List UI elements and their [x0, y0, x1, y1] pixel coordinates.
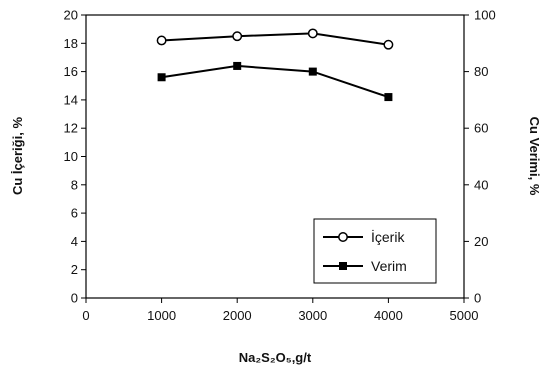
left-y-tick-label: 20 [64, 8, 78, 23]
data-point-1 [308, 67, 317, 76]
data-point-0 [232, 31, 243, 42]
left-y-tick-label: 16 [64, 64, 78, 79]
data-point-0 [307, 28, 318, 39]
x-axis: 0 1000 2000 3000 4000 5000 [82, 298, 478, 323]
right-y-tick-label: 40 [474, 177, 488, 192]
data-point-1 [233, 61, 242, 70]
legend-label-icerik: İçerik [371, 228, 405, 245]
data-point-1 [157, 73, 166, 82]
left-y-tick-label: 18 [64, 36, 78, 51]
left-y-tick-label: 10 [64, 149, 78, 164]
left-y-tick-label: 4 [71, 234, 78, 249]
legend-box [313, 218, 437, 284]
right-y-tick-label: 0 [474, 291, 481, 306]
x-tick-label: 1000 [147, 308, 176, 323]
x-tick-label: 5000 [450, 308, 479, 323]
series-layer [156, 28, 394, 102]
left-y-axis: 0 2 4 6 8 10 12 14 16 18 20 [64, 8, 86, 306]
right-y-tick-label: 80 [474, 64, 488, 79]
x-tick-label: 2000 [223, 308, 252, 323]
left-y-tick-label: 0 [71, 291, 78, 306]
left-y-tick-label: 6 [71, 206, 78, 221]
series-line-0 [161, 32, 389, 46]
legend-label-verim: Verim [371, 258, 407, 274]
left-y-axis-label: Cu İçeriği, % [10, 117, 25, 195]
data-point-0 [383, 39, 394, 50]
legend-marker-icerik-icon [338, 232, 348, 242]
x-axis-label: Na₂S₂O₅,g/t [239, 350, 312, 365]
legend: İçerik Verim [313, 218, 437, 284]
right-y-axis-label: Cu Verimi, % [527, 117, 542, 196]
x-tick-label: 0 [82, 308, 89, 323]
left-y-tick-label: 14 [64, 92, 78, 107]
left-y-tick-label: 12 [64, 121, 78, 136]
left-y-tick-label: 2 [71, 262, 78, 277]
data-point-0 [156, 35, 167, 46]
series-line-1 [161, 64, 389, 99]
legend-marker-verim-icon [339, 262, 347, 270]
right-y-tick-label: 20 [474, 234, 488, 249]
x-tick-label: 4000 [374, 308, 403, 323]
right-y-axis: 0 20 40 60 80 100 [464, 8, 496, 306]
right-y-tick-label: 60 [474, 121, 488, 136]
data-point-1 [384, 93, 393, 102]
x-tick-label: 3000 [298, 308, 327, 323]
left-y-tick-label: 8 [71, 177, 78, 192]
right-y-tick-label: 100 [474, 8, 496, 23]
